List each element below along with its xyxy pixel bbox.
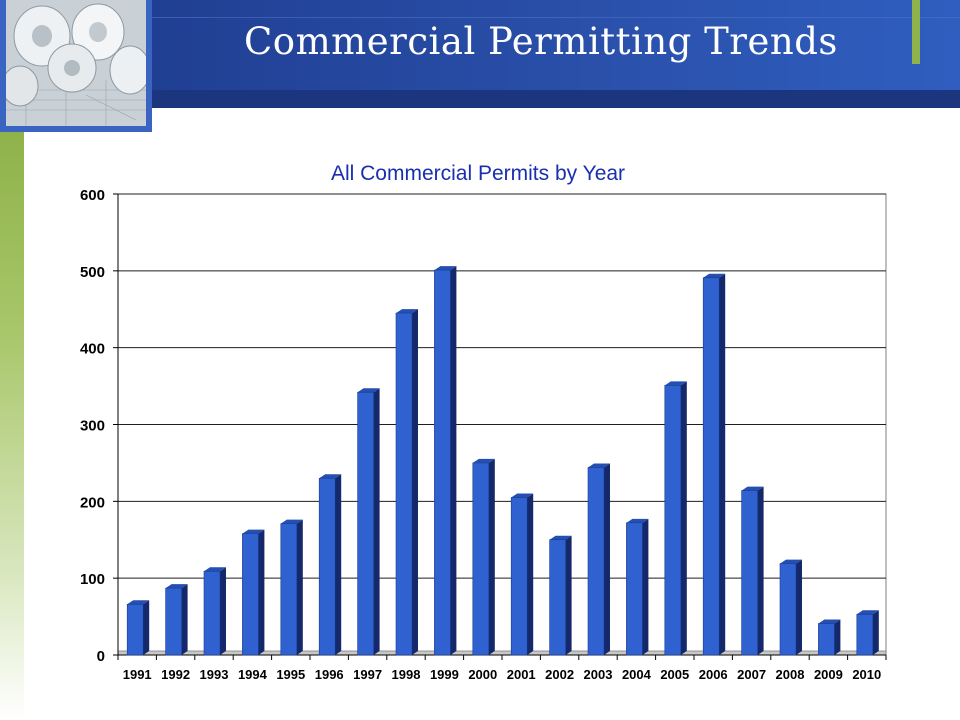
bar-top (204, 567, 226, 572)
y-tick-label: 600 (80, 187, 105, 204)
plot-area: 0 100 200 300 400 500 600 1991 1992 1993 1994 1995 1… (80, 187, 887, 682)
y-tick-label: 0 (97, 648, 105, 665)
x-tick-label: 2001 (507, 667, 536, 682)
bar-side (181, 584, 188, 655)
bar (664, 385, 682, 656)
bar-top (511, 493, 534, 498)
chart-floor (117, 650, 887, 656)
x-tick-label: 2002 (545, 667, 574, 682)
x-tick-label: 1996 (315, 667, 344, 682)
bar (549, 539, 566, 656)
bar (741, 490, 758, 656)
bar-side (834, 619, 841, 655)
bar (472, 462, 490, 656)
accent-bar (912, 0, 920, 64)
bar (280, 523, 298, 656)
bar (434, 269, 451, 656)
bar (242, 533, 259, 656)
y-tick-label: 500 (80, 264, 105, 281)
x-tick-label: 1999 (430, 667, 459, 682)
bar (357, 391, 374, 656)
bar (126, 603, 144, 656)
bar-top (703, 273, 726, 278)
left-green-bar (0, 132, 24, 720)
bar (779, 563, 797, 656)
x-tick-label: 1991 (123, 667, 152, 682)
bar (856, 613, 874, 656)
bar-top (588, 463, 610, 468)
x-tick-label: 2003 (584, 667, 613, 682)
bar-side (373, 388, 380, 655)
x-tick-label: 2006 (699, 667, 728, 682)
x-tick-label: 1992 (161, 667, 190, 682)
bar-top (549, 535, 572, 540)
blueprint-rolls-image (6, 0, 146, 126)
bar-top (664, 381, 687, 386)
x-tick-label: 2005 (660, 667, 689, 682)
bar-side (796, 559, 802, 655)
x-tick-label: 1998 (392, 667, 421, 682)
header-title-area (150, 0, 960, 90)
bar-side (642, 518, 649, 655)
bar-side (335, 474, 342, 655)
bar-top (127, 600, 150, 605)
bar-top (242, 529, 265, 534)
bar (318, 477, 336, 656)
y-tick-label: 400 (80, 341, 105, 358)
bar (395, 312, 413, 656)
bar-side (565, 535, 572, 655)
x-tick-label: 2004 (622, 667, 652, 682)
bar-top (434, 266, 457, 271)
x-tick-label: 2009 (814, 667, 843, 682)
bar (626, 522, 643, 656)
bar-side (296, 519, 303, 655)
bar-side (680, 381, 687, 655)
header-divider (150, 17, 960, 18)
x-tick-label: 1997 (353, 667, 382, 682)
bar (702, 277, 720, 656)
bar-side (143, 600, 150, 655)
bar-top (165, 584, 188, 589)
bar-side (719, 273, 726, 655)
bar-side (488, 458, 495, 655)
bar-side (872, 610, 879, 655)
bar-top (741, 486, 764, 491)
bar (818, 623, 835, 656)
bar-top (856, 610, 879, 615)
bar-side (412, 309, 418, 655)
header-stripe (150, 90, 960, 108)
bar (510, 497, 528, 656)
x-tick-label: 1994 (238, 667, 268, 682)
x-tick-label: 1995 (276, 667, 305, 682)
x-tick-label: 2008 (776, 667, 805, 682)
y-tick-label: 300 (80, 418, 105, 435)
bar (203, 570, 221, 656)
x-tick-label: 2000 (468, 667, 497, 682)
slide-title: Commercial Permitting Trends (244, 20, 838, 63)
bar-top (396, 309, 418, 314)
bar-top (626, 518, 649, 523)
bar (587, 467, 605, 656)
bar-side (258, 529, 265, 655)
bar-top (357, 388, 380, 393)
blueprint-rolls-photo (0, 0, 152, 132)
y-tick-label: 100 (80, 571, 105, 588)
bar-side (604, 463, 610, 655)
bar-top (780, 559, 802, 564)
bar-top (280, 519, 303, 524)
x-tick-label: 2010 (852, 667, 881, 682)
bar-top (472, 458, 495, 463)
bar-side (527, 493, 534, 655)
bar-side (220, 567, 226, 655)
y-tick-label: 200 (80, 494, 105, 511)
bar-top (319, 474, 342, 479)
bar-top (818, 619, 841, 624)
bar-side (450, 266, 457, 655)
x-tick-label: 2007 (737, 667, 766, 682)
chart-title: All Commercial Permits by Year (331, 162, 625, 185)
bar-side (757, 486, 764, 655)
bar (165, 587, 182, 656)
x-tick-label: 1993 (200, 667, 229, 682)
